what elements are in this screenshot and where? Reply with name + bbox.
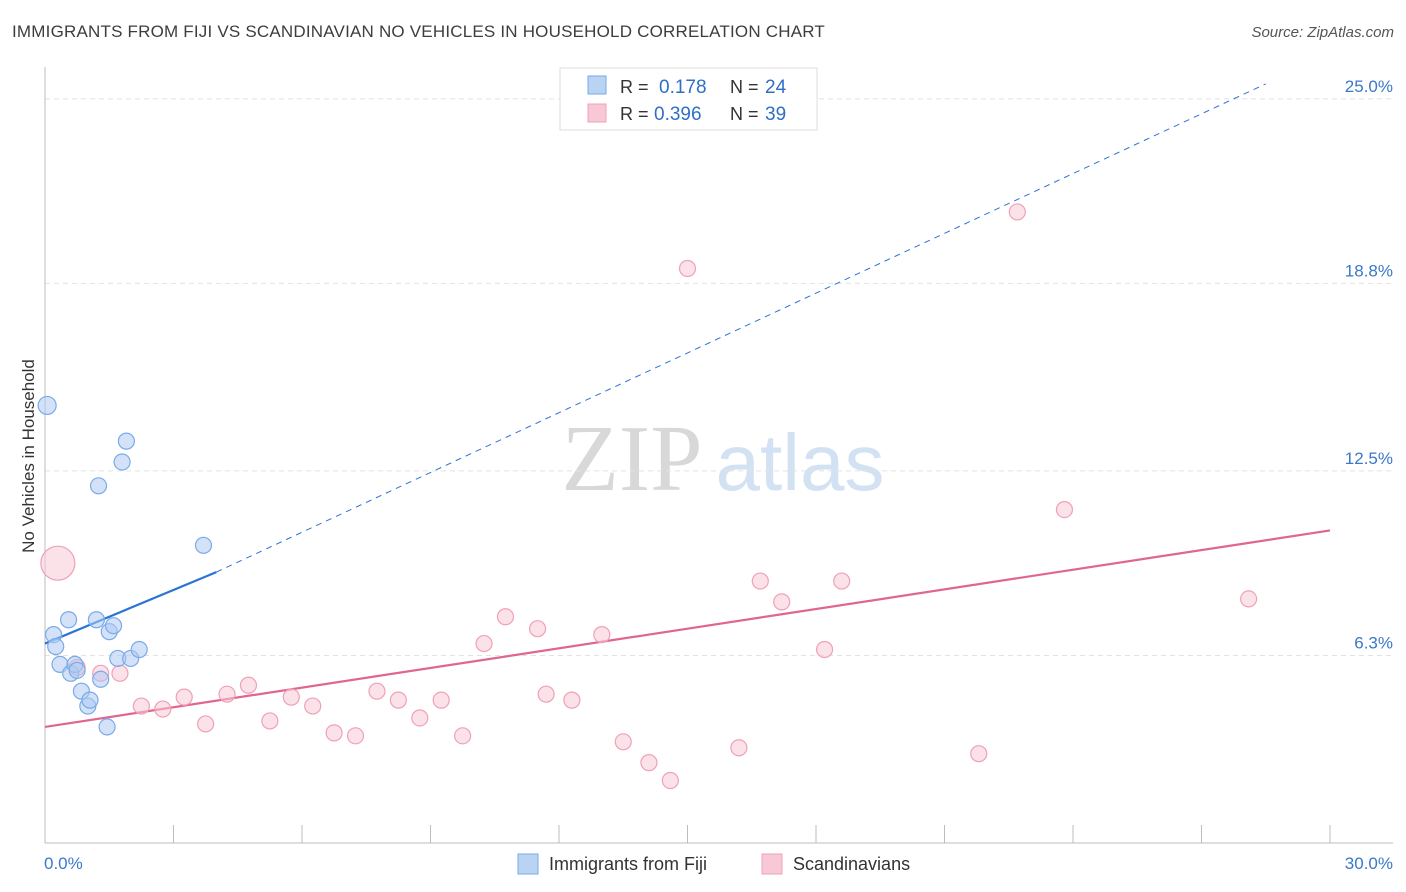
- data-point-fiji: [89, 477, 108, 495]
- data-point-scandinavians: [496, 608, 515, 626]
- data-point-scandinavians: [40, 545, 76, 581]
- data-point-fiji: [47, 637, 65, 656]
- trend-line-extension-fiji: [216, 83, 1266, 573]
- data-point-scandinavians: [346, 727, 365, 745]
- y-tick-label: 12.5%: [1345, 449, 1393, 468]
- data-point-scandinavians: [661, 771, 679, 790]
- data-point-fiji: [113, 453, 131, 471]
- data-point-scandinavians: [304, 697, 322, 715]
- y-tick-label: 6.3%: [1354, 633, 1393, 652]
- series-legend: Immigrants from Fiji Scandinavians: [517, 853, 910, 875]
- data-point-scandinavians: [640, 754, 658, 772]
- data-point-scandinavians: [175, 688, 193, 706]
- data-point-scandinavians: [1008, 203, 1026, 221]
- legend-r-value-fiji: 0.178: [659, 77, 707, 98]
- data-point-scandinavians: [454, 727, 472, 745]
- watermark-atlas: atlas: [716, 418, 885, 507]
- legend-swatch-fiji: [587, 75, 607, 95]
- data-point-fiji: [87, 611, 106, 629]
- data-point-scandinavians: [389, 691, 407, 709]
- data-point-scandinavians: [751, 572, 769, 590]
- data-point-scandinavians: [325, 724, 343, 742]
- grid: [45, 98, 1393, 656]
- data-point-scandinavians: [614, 733, 632, 751]
- data-points: [37, 203, 1258, 790]
- data-point-scandinavians: [197, 715, 215, 733]
- x-tick-label-max: 30.0%: [1345, 854, 1393, 873]
- data-point-scandinavians: [563, 691, 581, 709]
- legend-r-value-scandinavians: 0.396: [654, 104, 702, 125]
- y-axis-label: No Vehicles in Household: [19, 359, 38, 553]
- data-point-scandinavians: [1240, 590, 1258, 608]
- y-tick-labels: 6.3% 12.5% 18.8% 25.0%: [1345, 77, 1393, 653]
- data-point-scandinavians: [282, 688, 300, 706]
- data-point-scandinavians: [111, 664, 129, 682]
- data-point-scandinavians: [432, 691, 450, 709]
- trend-line-fiji: [44, 571, 217, 645]
- data-point-fiji: [37, 395, 57, 416]
- data-point-scandinavians: [411, 709, 429, 727]
- legend-n-label-scandinavians: N =: [730, 104, 759, 124]
- data-point-scandinavians: [970, 745, 988, 763]
- data-point-scandinavians: [537, 685, 555, 703]
- chart-source: Source: ZipAtlas.com: [1251, 24, 1394, 41]
- series-legend-label-scandinavians: Scandinavians: [793, 854, 910, 874]
- data-point-fiji: [130, 640, 148, 659]
- legend-swatch-scandinavians: [587, 103, 607, 123]
- data-point-fiji: [98, 718, 116, 736]
- series-legend-swatch-fiji: [517, 853, 539, 875]
- watermark-zip: ZIP: [562, 407, 703, 511]
- stats-legend: R = 0.178 N = 24 R = 0.396 N = 39: [559, 67, 818, 131]
- data-point-fiji: [68, 661, 86, 679]
- data-point-fiji: [194, 536, 213, 554]
- trend-line-scandinavians: [44, 529, 1331, 728]
- series-legend-swatch-scandinavians: [761, 853, 783, 875]
- data-point-scandinavians: [154, 700, 172, 718]
- data-point-fiji: [81, 691, 99, 709]
- data-point-fiji: [104, 617, 123, 635]
- legend-n-value-scandinavians: 39: [765, 104, 786, 125]
- data-point-scandinavians: [730, 739, 748, 757]
- data-point-fiji: [92, 670, 110, 688]
- series-legend-label-fiji: Immigrants from Fiji: [549, 854, 707, 874]
- legend-r-label-fiji: R =: [620, 77, 649, 97]
- data-point-scandinavians: [475, 634, 493, 653]
- data-point-scandinavians: [593, 626, 611, 644]
- data-point-scandinavians: [833, 572, 851, 590]
- data-point-scandinavians: [815, 640, 834, 659]
- legend-r-label-scandinavians: R =: [620, 104, 649, 124]
- data-point-scandinavians: [773, 593, 791, 611]
- x-tick-label-min: 0.0%: [44, 854, 83, 873]
- y-tick-label: 25.0%: [1345, 77, 1393, 96]
- legend-n-label-fiji: N =: [730, 77, 759, 97]
- axes: [44, 67, 1393, 844]
- data-point-scandinavians: [218, 685, 236, 703]
- data-point-scandinavians: [239, 676, 258, 694]
- data-point-scandinavians: [132, 697, 150, 715]
- data-point-fiji: [59, 611, 78, 629]
- watermark: ZIP atlas: [562, 407, 885, 511]
- data-point-scandinavians: [368, 682, 386, 700]
- y-tick-label: 18.8%: [1345, 261, 1393, 280]
- data-point-fiji: [117, 432, 135, 450]
- data-point-scandinavians: [261, 712, 279, 730]
- data-point-scandinavians: [528, 620, 547, 638]
- data-point-scandinavians: [678, 259, 697, 278]
- legend-n-value-fiji: 24: [765, 77, 787, 98]
- trend-lines: [44, 83, 1331, 728]
- data-point-scandinavians: [1055, 501, 1074, 519]
- chart-title: IMMIGRANTS FROM FIJI VS SCANDINAVIAN NO …: [12, 22, 826, 41]
